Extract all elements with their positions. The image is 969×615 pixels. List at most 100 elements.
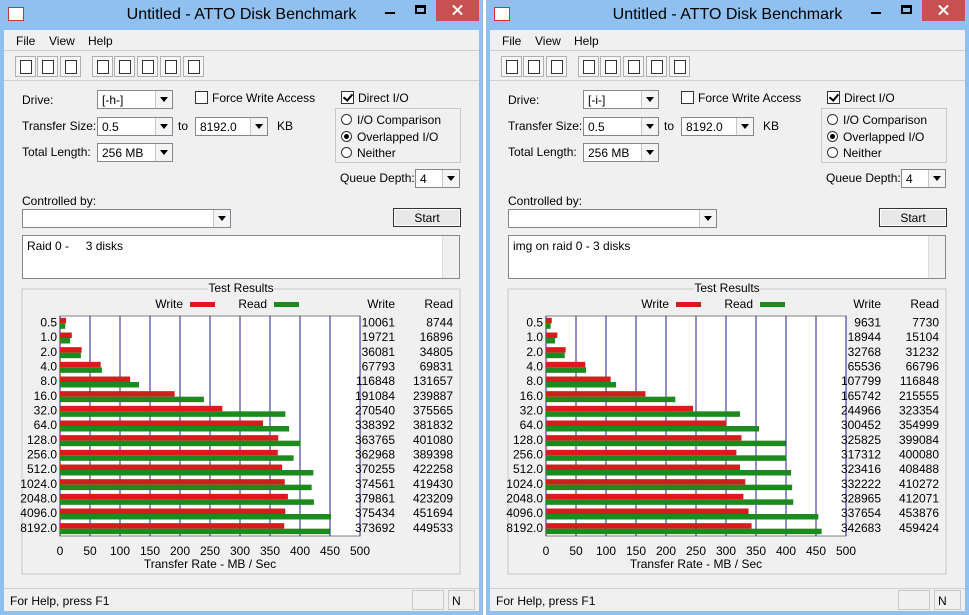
bar [60, 449, 278, 456]
total-length-label: Total Length: [508, 145, 577, 159]
toolbar-button[interactable] [183, 56, 204, 77]
transfer-from-select[interactable]: 0.5 [583, 117, 659, 136]
x-tick-label: 150 [626, 544, 646, 558]
bar [60, 455, 294, 461]
toolbar-button[interactable] [501, 56, 522, 77]
column-header: Read [910, 297, 939, 311]
minimize-button[interactable] [375, 0, 405, 21]
value-label: 375565 [413, 404, 453, 418]
value-label: 19721 [362, 330, 396, 344]
description-box[interactable]: Raid 0 - 3 disks [22, 235, 460, 279]
toolbar-button[interactable] [92, 56, 113, 77]
x-tick-label: 500 [350, 544, 370, 558]
window-title: Untitled - ATTO Disk Benchmark [126, 6, 357, 23]
value-label: 375434 [355, 506, 395, 520]
bar [60, 367, 102, 373]
minimize-button[interactable] [861, 0, 891, 21]
toolbar-button[interactable] [114, 56, 135, 77]
value-label: 67793 [362, 360, 396, 374]
value-label: 65536 [848, 360, 882, 374]
y-tick-label: 0.5 [40, 316, 57, 330]
bar [60, 361, 101, 368]
value-label: 328965 [841, 492, 881, 506]
mode-radio[interactable] [341, 147, 352, 158]
value-label: 419430 [413, 477, 453, 491]
drive-select[interactable]: [-i-] [583, 90, 659, 109]
client-area: File View Help Drive: [-h-] Force Write Acces… [4, 30, 479, 611]
mode-radio[interactable] [341, 114, 352, 125]
bar [546, 455, 787, 461]
toolbar-button[interactable] [578, 56, 599, 77]
queue-depth-select[interactable]: 4 [415, 169, 460, 188]
toolbar-button[interactable] [546, 56, 567, 77]
value-label: 215555 [899, 389, 939, 403]
value-label: 423209 [413, 492, 453, 506]
direct-io-checkbox[interactable] [827, 91, 840, 104]
toolbar-button[interactable] [623, 56, 644, 77]
controlled-by-select[interactable] [508, 209, 717, 228]
legend-label: Read [238, 297, 267, 311]
status-panel [412, 590, 444, 610]
window: Untitled - ATTO Disk Benchmark File View He… [0, 0, 483, 615]
maximize-button[interactable] [891, 0, 922, 21]
value-label: 401080 [413, 433, 453, 447]
close-button[interactable] [922, 0, 965, 21]
close-button[interactable] [436, 0, 479, 21]
transfer-from-select[interactable]: 0.5 [97, 117, 173, 136]
direct-io-checkbox[interactable] [341, 91, 354, 104]
bar [60, 499, 314, 505]
menu-item[interactable]: File [502, 34, 522, 48]
app-icon [8, 7, 24, 21]
controlled-by-select[interactable] [22, 209, 231, 228]
maximize-button[interactable] [405, 0, 436, 21]
toolbar-button[interactable] [37, 56, 58, 77]
y-tick-label: 64.0 [520, 418, 544, 432]
mode-radio[interactable] [827, 114, 838, 125]
start-button[interactable]: Start [879, 208, 947, 227]
transfer-to-select[interactable]: 8192.0 [195, 117, 268, 136]
total-length-select[interactable]: 256 MB [583, 143, 659, 162]
bar [546, 347, 566, 353]
start-button[interactable]: Start [393, 208, 461, 227]
force-write-checkbox[interactable] [681, 91, 694, 104]
toolbar-button[interactable] [523, 56, 544, 77]
mode-radio[interactable] [827, 130, 838, 142]
toolbar-button[interactable] [646, 56, 667, 77]
bar [60, 514, 332, 520]
toolbar-button[interactable] [669, 56, 690, 77]
value-label: 107799 [841, 374, 881, 388]
bar [60, 352, 81, 359]
total-length-select[interactable]: 256 MB [97, 143, 173, 162]
value-label: 342683 [841, 521, 881, 535]
bar [546, 382, 617, 388]
value-label: 410272 [899, 477, 939, 491]
bar [60, 411, 286, 417]
value-label: 422258 [413, 462, 453, 476]
toolbar-button[interactable] [600, 56, 621, 77]
value-label: 370255 [355, 462, 395, 476]
toolbar-button[interactable] [60, 56, 81, 77]
value-label: 381832 [413, 418, 453, 432]
description-box[interactable]: img on raid 0 - 3 disks [508, 235, 946, 279]
value-label: 9631 [854, 316, 881, 330]
menu-item[interactable]: Help [88, 34, 113, 48]
toolbar-button[interactable] [160, 56, 181, 77]
bar [60, 391, 175, 397]
force-write-checkbox[interactable] [195, 91, 208, 104]
mode-radio[interactable] [827, 147, 838, 158]
menu-item[interactable]: View [49, 34, 75, 48]
mode-label: I/O Comparison [843, 113, 928, 127]
toolbar-button[interactable] [137, 56, 158, 77]
bar [546, 449, 737, 456]
drive-select[interactable]: [-h-] [97, 90, 173, 109]
toolbar-button[interactable] [15, 56, 36, 77]
mode-radio[interactable] [341, 130, 352, 142]
y-tick-label: 0.5 [526, 316, 543, 330]
x-tick-label: 300 [716, 544, 736, 558]
transfer-to-select[interactable]: 8192.0 [681, 117, 754, 136]
queue-depth-select[interactable]: 4 [901, 169, 946, 188]
menu-item[interactable]: Help [574, 34, 599, 48]
value-label: 31232 [906, 345, 940, 359]
menu-item[interactable]: File [16, 34, 36, 48]
menu-item[interactable]: View [535, 34, 561, 48]
